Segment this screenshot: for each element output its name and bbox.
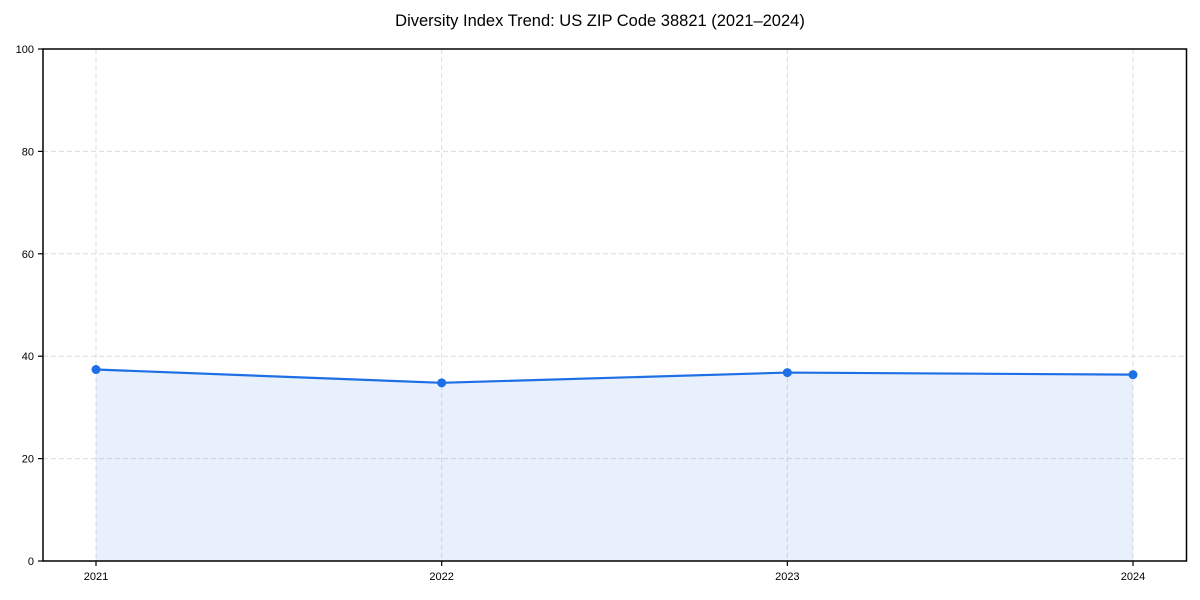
data-point-2024 <box>1128 370 1138 380</box>
data-point-2021 <box>91 365 101 375</box>
x-tick-label: 2024 <box>1121 571 1145 583</box>
y-tick-label: 80 <box>22 146 34 158</box>
plot-spines <box>42 48 1188 562</box>
x-tick-label: 2021 <box>84 571 108 583</box>
chart-title: Diversity Index Trend: US ZIP Code 38821… <box>395 12 805 30</box>
y-tick-label: 40 <box>22 351 34 363</box>
x-tick-label: 2023 <box>775 571 799 583</box>
x-tick-label: 2022 <box>429 571 453 583</box>
y-tick-label: 0 <box>28 556 34 568</box>
y-tick-label: 60 <box>22 249 34 261</box>
data-point-2023 <box>782 368 792 378</box>
trend-line <box>94 368 1135 384</box>
y-tick-label: 20 <box>22 454 34 466</box>
y-tick-label: 100 <box>16 44 34 56</box>
area-fill <box>96 369 1133 561</box>
data-point-2022 <box>437 378 447 388</box>
